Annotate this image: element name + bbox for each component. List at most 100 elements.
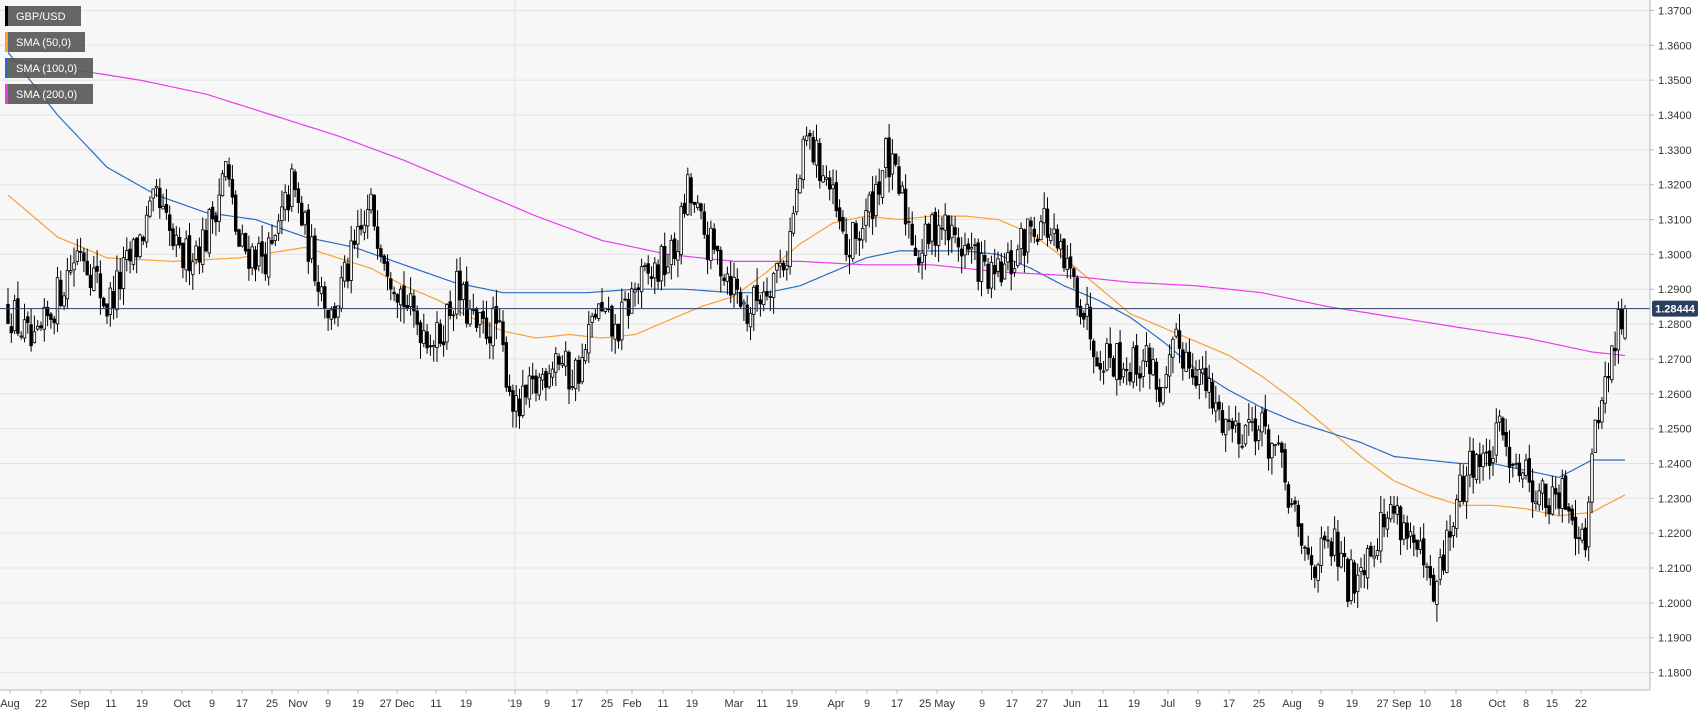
candle-body-down bbox=[1125, 369, 1129, 371]
candle-body-up bbox=[1356, 574, 1360, 593]
candle bbox=[365, 194, 370, 239]
candle bbox=[283, 184, 287, 221]
y-tick-label: 1.2100 bbox=[1658, 563, 1692, 575]
candle bbox=[78, 237, 83, 262]
candle bbox=[445, 303, 449, 350]
candle-body-up bbox=[1200, 368, 1205, 374]
candle-body-up bbox=[1590, 453, 1594, 503]
candle-body-up bbox=[936, 224, 941, 246]
candle bbox=[768, 290, 772, 311]
candle bbox=[1233, 405, 1238, 433]
candle bbox=[593, 309, 598, 320]
candle-body-up bbox=[1260, 412, 1264, 433]
candle bbox=[1577, 526, 1581, 554]
candle bbox=[616, 323, 621, 349]
candle-body-down bbox=[237, 229, 241, 247]
candle bbox=[121, 246, 126, 305]
candle bbox=[1435, 579, 1439, 622]
candle-body-down bbox=[1431, 574, 1436, 602]
candle bbox=[1537, 483, 1541, 511]
candle bbox=[230, 165, 235, 205]
candle bbox=[75, 238, 79, 266]
candle-body-down bbox=[323, 286, 327, 309]
candle bbox=[969, 232, 974, 264]
candle-body-up bbox=[1316, 564, 1320, 581]
x-tick-label: 19 bbox=[136, 698, 148, 710]
candle-body-down bbox=[82, 252, 86, 262]
candle-body-down bbox=[141, 236, 145, 242]
candle-body-down bbox=[1283, 449, 1287, 483]
candle bbox=[999, 252, 1003, 287]
candle bbox=[458, 257, 462, 316]
candle bbox=[623, 291, 627, 302]
grid-layer bbox=[0, 0, 1650, 690]
candle-body-down bbox=[1554, 488, 1558, 495]
candle-body-down bbox=[841, 216, 845, 232]
candle-body-down bbox=[428, 345, 433, 348]
candle-body-down bbox=[379, 248, 383, 257]
candle-body-down bbox=[181, 242, 185, 269]
candle-body-down bbox=[1309, 555, 1314, 566]
candle bbox=[336, 305, 340, 327]
candle-body-down bbox=[1573, 516, 1578, 539]
candle bbox=[983, 240, 987, 267]
candle bbox=[844, 217, 848, 262]
candle bbox=[431, 340, 436, 362]
candle-body-down bbox=[1313, 566, 1317, 578]
candle bbox=[1068, 242, 1073, 280]
legend-item: SMA (100,0) bbox=[5, 58, 93, 78]
candle-body-down bbox=[1484, 451, 1489, 454]
y-tick-label: 1.3500 bbox=[1658, 75, 1692, 87]
candle-body-up bbox=[62, 295, 66, 307]
candle bbox=[471, 293, 475, 315]
candle-body-down bbox=[1382, 514, 1386, 528]
candle bbox=[686, 167, 690, 217]
candle-body-down bbox=[755, 284, 759, 301]
candle bbox=[392, 286, 396, 301]
candle-body-down bbox=[247, 248, 251, 269]
candle-body-up bbox=[408, 293, 413, 308]
candle-body-down bbox=[567, 351, 571, 390]
candle bbox=[102, 296, 106, 309]
candle-body-down bbox=[1068, 256, 1073, 269]
candle bbox=[59, 270, 63, 308]
candle bbox=[293, 169, 297, 198]
legend-item: SMA (50,0) bbox=[5, 32, 85, 52]
candle-body-up bbox=[1151, 359, 1155, 376]
candle-body-down bbox=[976, 242, 980, 282]
candle-body-up bbox=[336, 305, 340, 318]
candle bbox=[1078, 299, 1083, 325]
candle bbox=[369, 188, 373, 214]
candle-body-up bbox=[867, 194, 871, 213]
candle-body-down bbox=[1461, 476, 1465, 502]
candle bbox=[719, 246, 723, 293]
candle-body-down bbox=[960, 248, 964, 257]
candle bbox=[1105, 337, 1109, 372]
candle-body-up bbox=[1233, 420, 1238, 426]
candle bbox=[478, 311, 482, 338]
candle bbox=[950, 215, 954, 254]
candle-body-down bbox=[1583, 527, 1588, 551]
candle bbox=[1339, 541, 1343, 569]
candle bbox=[1425, 562, 1429, 581]
candle-body-down bbox=[705, 234, 710, 261]
candle-body-up bbox=[1141, 360, 1145, 377]
candle-body-up bbox=[1164, 374, 1168, 388]
candle-body-down bbox=[544, 371, 548, 388]
candle-body-up bbox=[1389, 503, 1393, 520]
candle-body-up bbox=[1319, 537, 1324, 566]
candle bbox=[811, 130, 815, 165]
candle-body-up bbox=[788, 231, 792, 268]
candle bbox=[1369, 541, 1373, 558]
candle-body-down bbox=[233, 194, 238, 232]
candle-body-down bbox=[88, 274, 93, 289]
candle bbox=[1247, 403, 1251, 436]
candle-body-down bbox=[425, 331, 429, 349]
candle bbox=[372, 193, 376, 231]
candle bbox=[1352, 559, 1357, 603]
candle-body-down bbox=[1412, 534, 1416, 543]
candle-body-down bbox=[636, 287, 640, 291]
candle-body-up bbox=[497, 320, 502, 323]
candle bbox=[154, 179, 159, 198]
candle-body-down bbox=[847, 255, 852, 258]
